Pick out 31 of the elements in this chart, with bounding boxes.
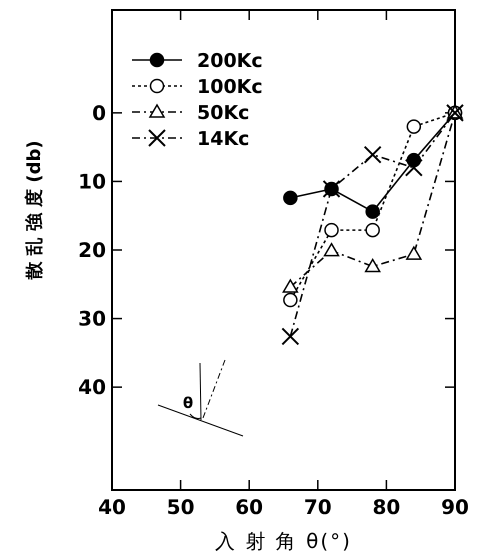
point [364,258,380,272]
y-tick-label: 40 [78,375,106,400]
legend-label: 50Kc [197,102,250,124]
point [324,242,340,256]
x-tick-label: 40 [98,495,126,519]
x-tick-label: 60 [235,495,264,519]
point [282,279,298,293]
x-axis-title: 入 射 角 θ(°) [215,529,352,553]
point [404,158,423,177]
y-tick-label: 10 [78,169,106,194]
legend-label: 100Kc [197,76,263,98]
x-tick-label: 90 [441,495,469,519]
y-tick-label: 20 [78,238,106,262]
annotation: θ [182,394,194,412]
legend-label: 14Kc [197,128,250,150]
point [364,146,382,164]
point [281,327,300,346]
point [365,204,380,219]
point [324,222,339,238]
y-tick-label: 0 [92,100,106,125]
y-axis-title: 散 乱 強 度 (db) [24,140,45,281]
legend-label: 200Kc [197,50,263,72]
point [406,119,422,134]
point [283,292,298,308]
x-tick-label: 50 [166,495,195,519]
point [365,222,380,238]
y-tick-label: 30 [78,306,106,331]
x-tick-label: 70 [304,495,332,519]
point [406,246,422,260]
x-tick-label: 80 [372,495,400,519]
point [283,190,298,206]
